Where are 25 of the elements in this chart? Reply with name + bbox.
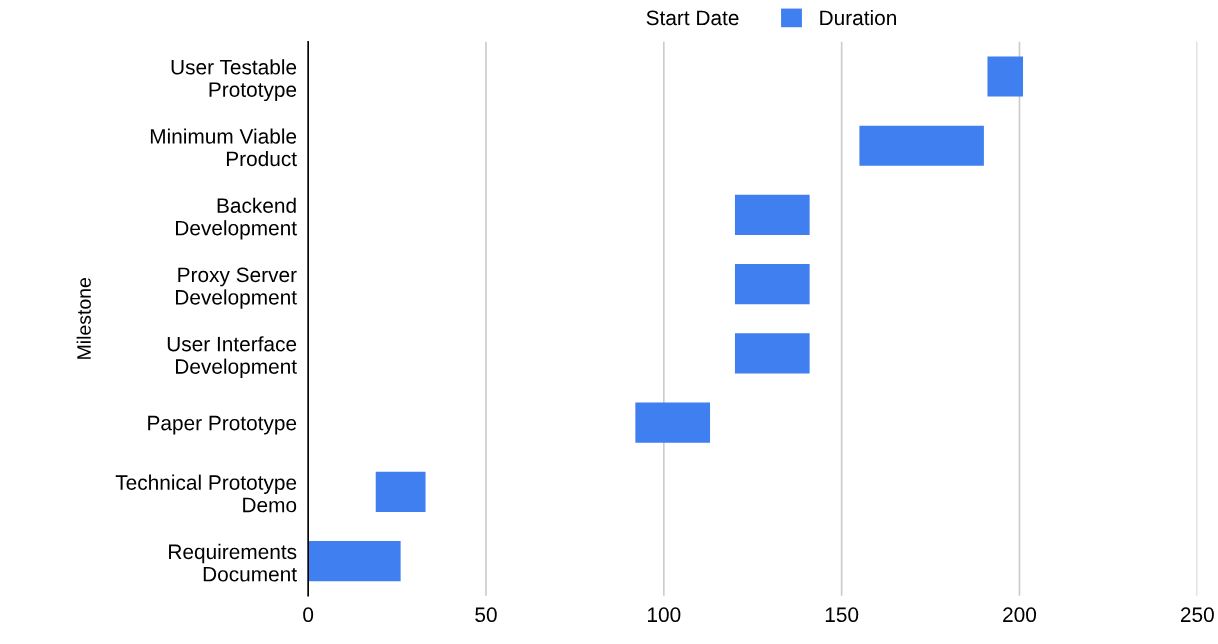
bar (635, 402, 711, 443)
x-tick-label: 50 (475, 607, 497, 623)
y-tick-label: Proxy Server Development (176, 267, 297, 309)
y-tick-label: Minimum Viable Product (150, 128, 297, 167)
bar (859, 125, 984, 166)
y-tick-label: User Interface Development (167, 336, 297, 378)
text: Start Date (646, 10, 739, 26)
x-tick-label: 250 (1180, 607, 1214, 623)
x-tick-label: 0 (303, 607, 314, 623)
y-tick-label: Requirements Document (169, 543, 297, 582)
y-tick-label: User Testable Prototype (171, 59, 297, 102)
y-axis-title: Milestone (76, 278, 91, 359)
bar (734, 264, 810, 305)
y-tick-label: Paper Prototype (148, 415, 297, 435)
bar (734, 194, 810, 236)
bar (375, 471, 426, 512)
x-tick-label: 100 (648, 607, 681, 623)
x-tick-label: 150 (825, 607, 859, 623)
bar (987, 56, 1024, 97)
bar (734, 333, 810, 374)
bar (308, 541, 401, 582)
y-tick-label: Technical Prototype Demo (115, 474, 297, 513)
legend-label: Duration (820, 9, 896, 26)
y-tick-label: Backend Development (176, 197, 297, 240)
x-tick-label: 200 (1003, 607, 1037, 623)
